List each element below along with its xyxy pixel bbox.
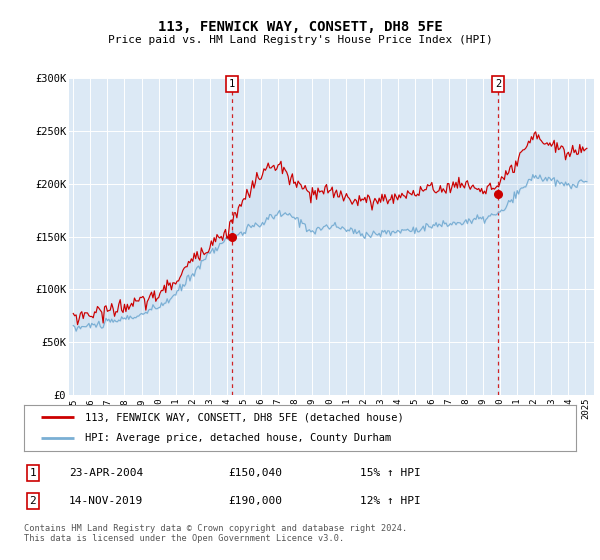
Text: Contains HM Land Registry data © Crown copyright and database right 2024.
This d: Contains HM Land Registry data © Crown c… [24, 524, 407, 543]
Text: 23-APR-2004: 23-APR-2004 [69, 468, 143, 478]
Text: 113, FENWICK WAY, CONSETT, DH8 5FE (detached house): 113, FENWICK WAY, CONSETT, DH8 5FE (deta… [85, 412, 403, 422]
Text: 15% ↑ HPI: 15% ↑ HPI [360, 468, 421, 478]
Text: 1: 1 [29, 468, 37, 478]
Text: 14-NOV-2019: 14-NOV-2019 [69, 496, 143, 506]
Text: Price paid vs. HM Land Registry's House Price Index (HPI): Price paid vs. HM Land Registry's House … [107, 35, 493, 45]
Text: 113, FENWICK WAY, CONSETT, DH8 5FE: 113, FENWICK WAY, CONSETT, DH8 5FE [158, 20, 442, 34]
Text: £150,040: £150,040 [228, 468, 282, 478]
Text: 12% ↑ HPI: 12% ↑ HPI [360, 496, 421, 506]
Text: 2: 2 [29, 496, 37, 506]
Text: £190,000: £190,000 [228, 496, 282, 506]
Text: HPI: Average price, detached house, County Durham: HPI: Average price, detached house, Coun… [85, 433, 391, 443]
Text: 1: 1 [229, 78, 235, 88]
Text: 2: 2 [495, 78, 501, 88]
